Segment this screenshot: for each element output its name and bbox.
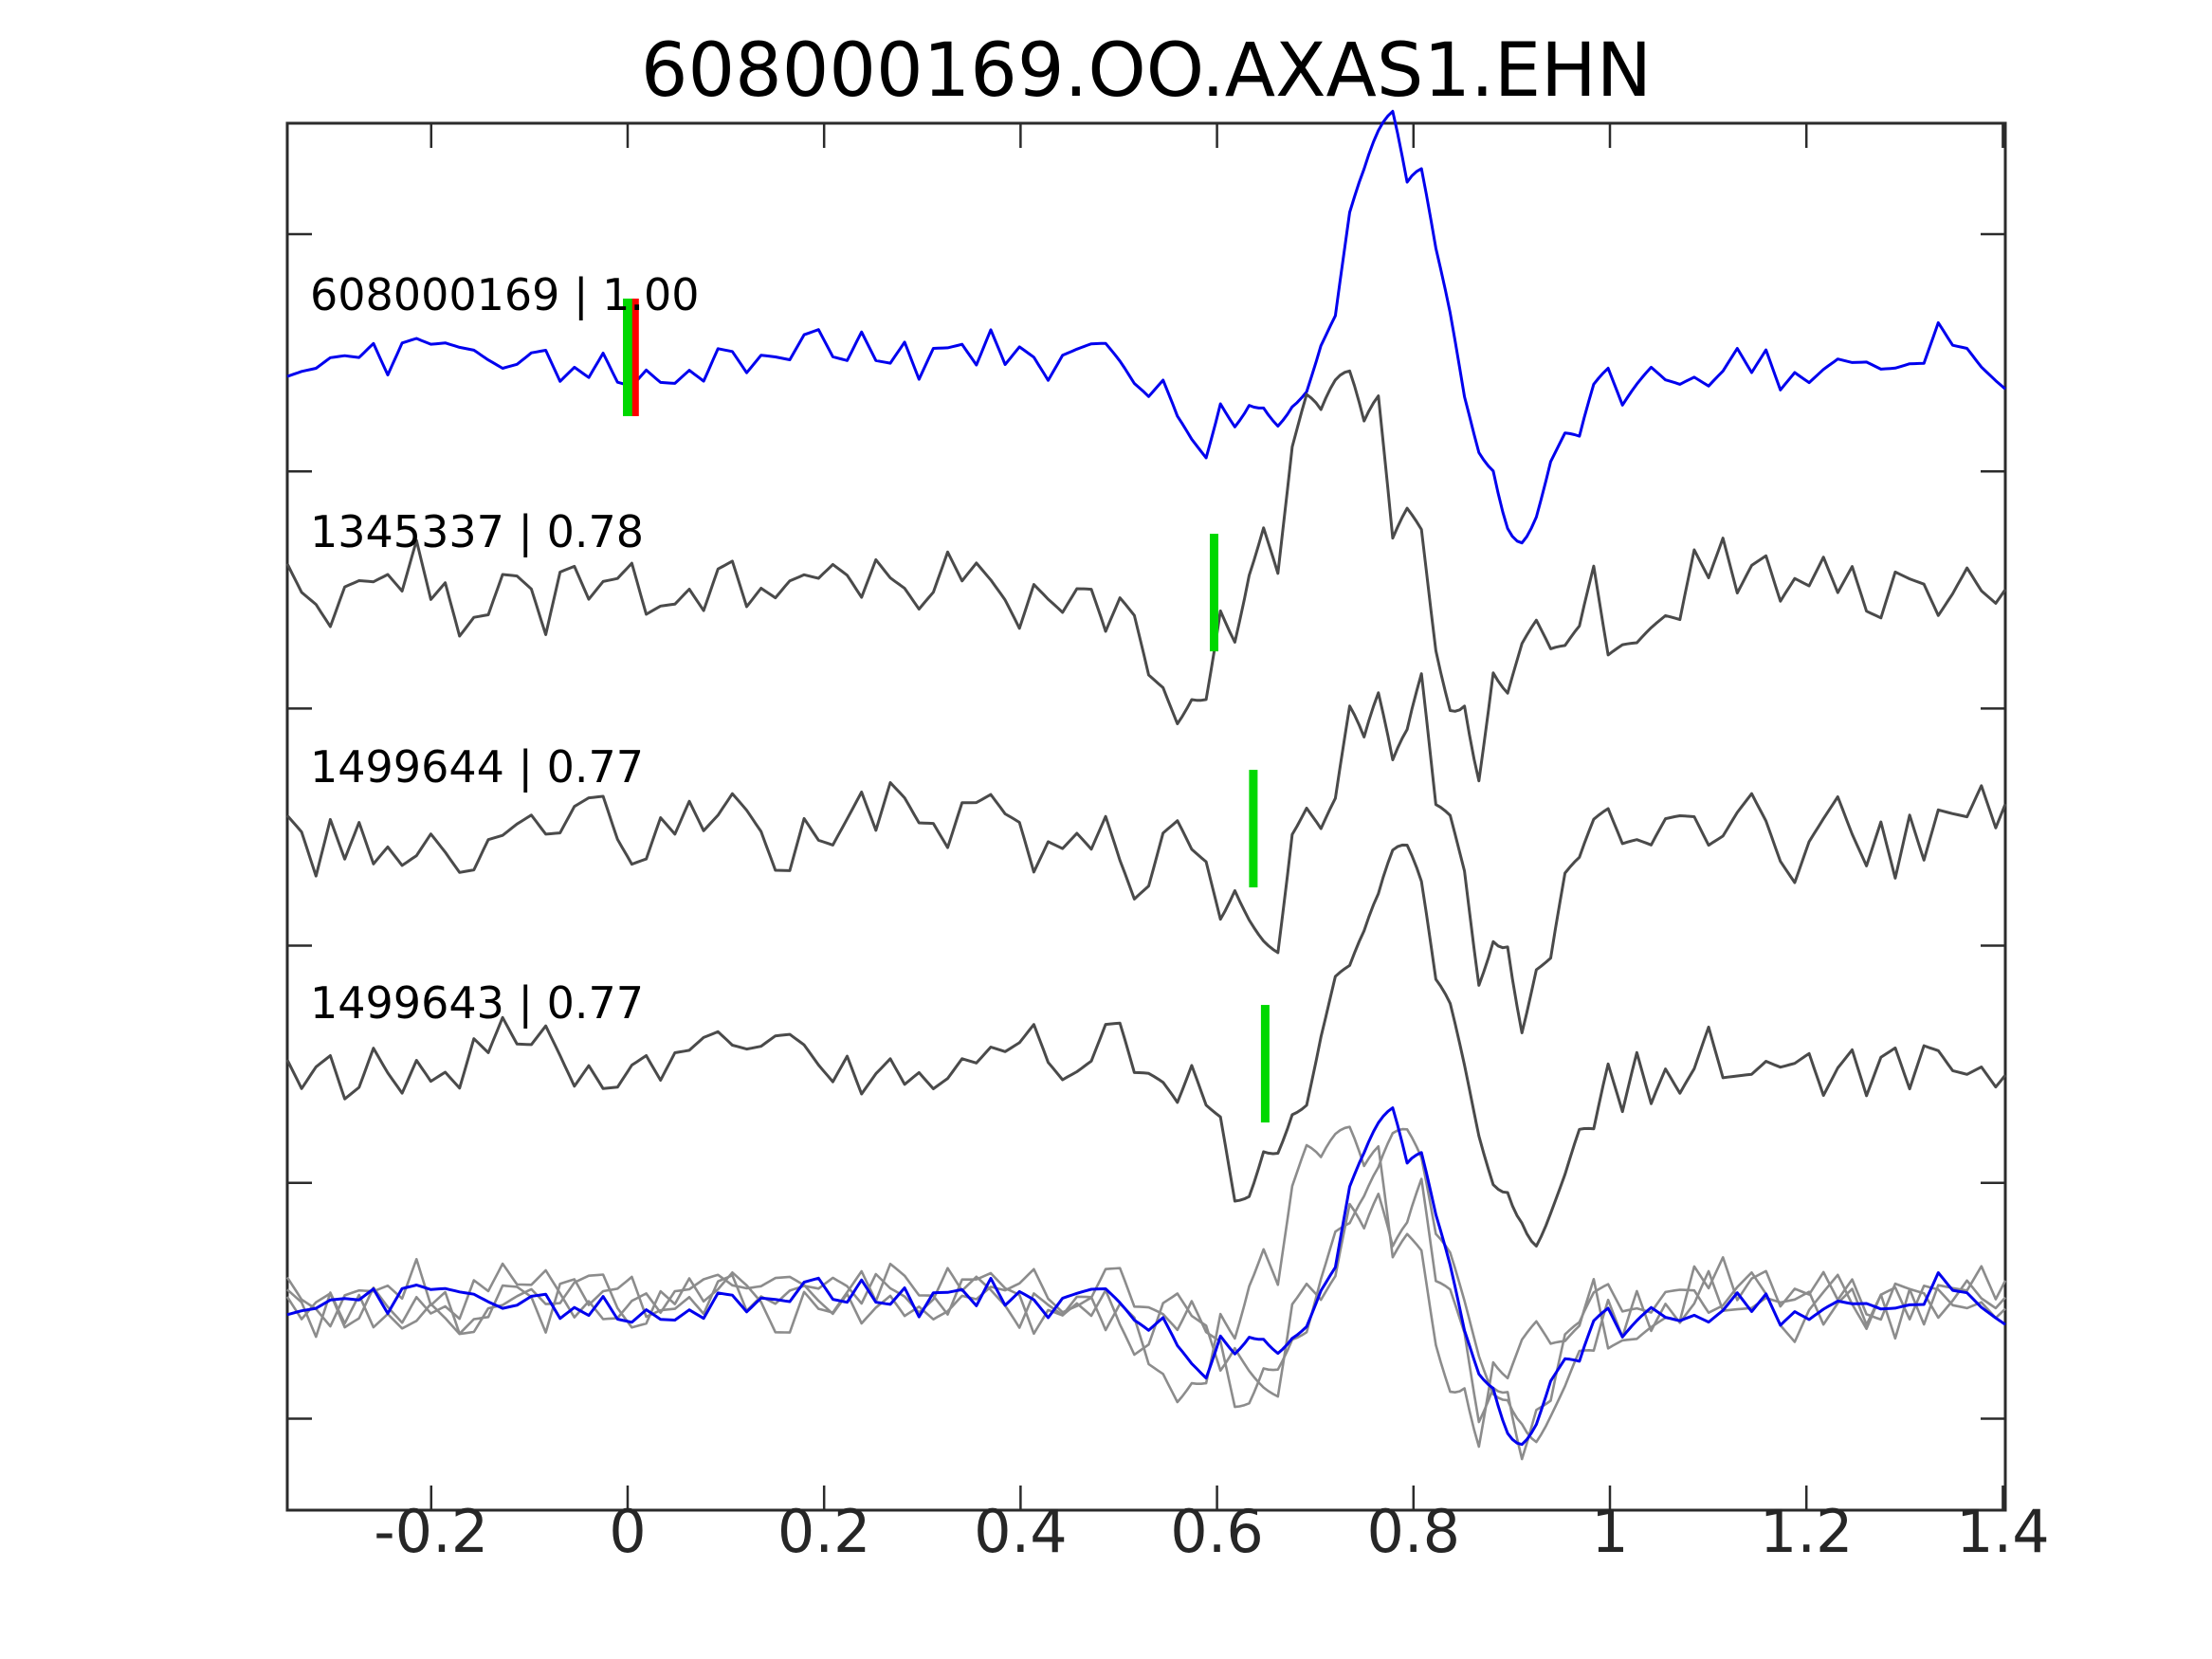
trace-label-1499643: 1499643 | 0.77 [310, 977, 645, 1029]
x-tick-label: -0.2 [374, 1497, 488, 1566]
pick-marker [1210, 534, 1218, 652]
x-tick-label: 0 [609, 1497, 646, 1566]
x-tick-label: 1.4 [1956, 1497, 2050, 1566]
pick-marker [623, 298, 632, 416]
x-tick-label: 0.4 [974, 1497, 1068, 1566]
trace-label-1499644: 1499644 | 0.77 [310, 741, 645, 793]
x-tick-label: 1.2 [1760, 1497, 1854, 1566]
pick-marker [631, 298, 639, 416]
trace-label-608000169: 608000169 | 1.00 [310, 269, 700, 320]
overlay-trace-1499643 [285, 1127, 2006, 1444]
overlay-trace-608000169 [286, 1106, 2006, 1447]
waveform-trace-1499644 [285, 672, 2007, 1034]
pick-marker [1260, 1005, 1270, 1123]
x-tick-label: 1 [1591, 1497, 1628, 1566]
overlay-trace-1345337 [285, 1125, 2006, 1449]
trace-label-1345337: 1345337 | 0.78 [310, 506, 645, 557]
page-title: 608000169.OO.AXAS1.EHN [640, 28, 1653, 114]
waveform-trace-608000169 [286, 109, 2006, 545]
x-tick-label: 0.8 [1366, 1497, 1460, 1566]
x-tick-label: 0.6 [1170, 1497, 1264, 1566]
overlay-trace-1499644 [286, 1177, 2007, 1461]
pick-marker [1249, 770, 1258, 888]
waveform-trace-1499643 [285, 843, 2007, 1248]
waveform-trace-1345337 [285, 369, 2007, 783]
x-tick-label: 0.2 [777, 1497, 871, 1566]
